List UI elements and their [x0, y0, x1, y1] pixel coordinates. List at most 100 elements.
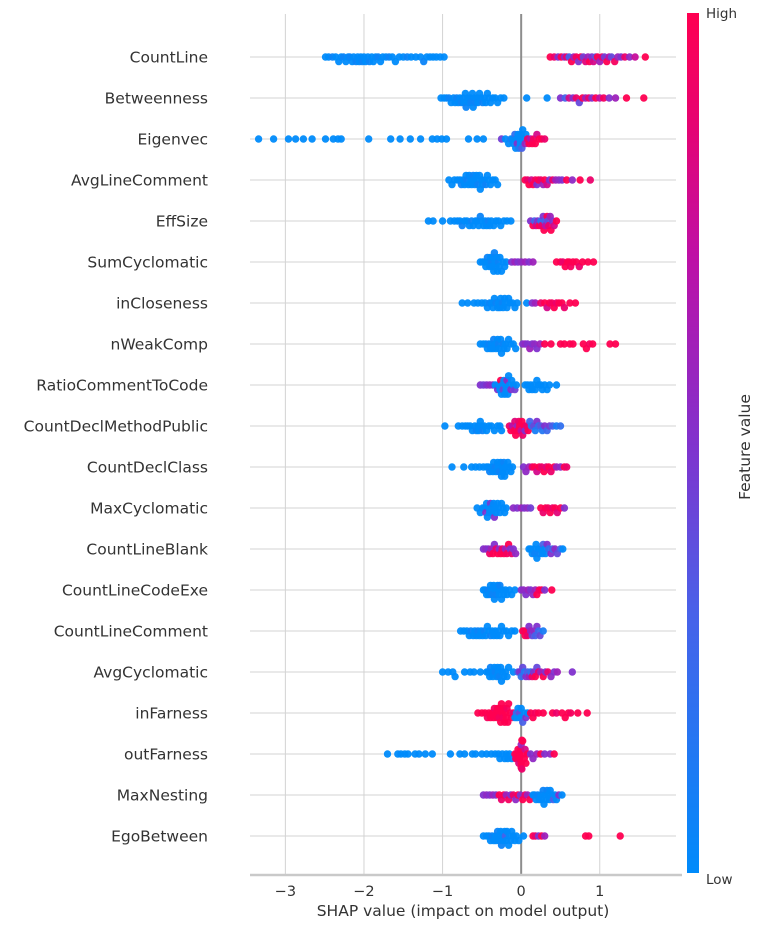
beeswarm-point	[589, 258, 598, 266]
beeswarm-point	[308, 135, 316, 143]
beeswarm-point	[438, 668, 447, 676]
beeswarm-point	[464, 299, 472, 307]
beeswarm-point	[254, 135, 263, 143]
beeswarm-point	[522, 759, 530, 767]
beeswarm-point	[476, 668, 484, 676]
beeswarm-point	[503, 672, 511, 681]
feature-label: Eigenvec	[137, 131, 208, 149]
beeswarm-point	[512, 549, 520, 558]
beeswarm-point	[641, 53, 649, 61]
beeswarm-point	[421, 750, 429, 758]
beeswarm-point	[416, 135, 425, 143]
beeswarm-point	[365, 135, 373, 143]
beeswarm-point	[471, 750, 480, 758]
beeswarm-point	[560, 303, 569, 312]
beeswarm-point	[568, 668, 576, 676]
beeswarm-point	[541, 340, 549, 348]
beeswarm-point	[543, 94, 551, 102]
beeswarm-point	[458, 299, 466, 307]
beeswarm-point	[523, 94, 531, 102]
beeswarm-point	[560, 340, 569, 348]
beeswarm-point	[547, 340, 555, 348]
x-tick-label: −2	[353, 884, 374, 900]
beeswarm-point	[428, 750, 436, 758]
x-tick-label: 0	[517, 884, 526, 900]
beeswarm-point	[470, 668, 478, 676]
feature-label: outFarness	[124, 746, 208, 764]
x-tick-label: −3	[275, 884, 296, 900]
beeswarm-point	[512, 381, 521, 389]
beeswarm-point	[511, 627, 519, 635]
beeswarm-point	[611, 94, 620, 102]
beeswarm-point	[568, 176, 576, 184]
beeswarm-point	[541, 750, 549, 758]
beeswarm-point	[600, 94, 608, 102]
beeswarm-point	[518, 765, 526, 773]
beeswarm-point	[589, 340, 597, 348]
beeswarm-point	[529, 258, 537, 266]
beeswarm-point	[526, 504, 535, 512]
beeswarm-point	[541, 586, 549, 594]
feature-label: CountLineComment	[54, 623, 208, 641]
feature-label: EgoBetween	[111, 828, 208, 846]
beeswarm-point	[464, 135, 473, 143]
beeswarm-point	[539, 709, 547, 717]
feature-label: EffSize	[156, 213, 208, 231]
beeswarm-point	[519, 737, 527, 745]
beeswarm-point	[337, 135, 345, 143]
beeswarm-point	[553, 668, 561, 676]
beeswarm-point	[605, 94, 613, 102]
beeswarm-point	[585, 832, 593, 840]
beeswarm-point	[387, 135, 395, 143]
beeswarm-point	[504, 700, 513, 708]
beeswarm-point	[571, 299, 580, 307]
beeswarm-point	[508, 463, 517, 471]
feature-label: inCloseness	[116, 295, 208, 313]
beeswarm-point	[507, 217, 515, 225]
beeswarm-point	[504, 663, 513, 672]
beeswarm-point	[284, 135, 293, 143]
beeswarm-point	[541, 832, 549, 840]
beeswarm-point	[640, 94, 648, 102]
feature-label: CountLine	[130, 49, 208, 67]
beeswarm-point	[586, 176, 594, 184]
beeswarm-point	[539, 627, 547, 635]
beeswarm-point	[569, 340, 577, 348]
beeswarm-point	[576, 176, 584, 184]
x-tick-label: 1	[595, 884, 604, 900]
beeswarm-point	[519, 832, 528, 840]
beeswarm-point	[511, 586, 519, 594]
beeswarm-point	[493, 180, 502, 189]
beeswarm-point	[584, 258, 592, 266]
feature-label: AvgLineComment	[71, 172, 208, 190]
beeswarm-point	[563, 463, 571, 471]
feature-label: nWeakComp	[111, 336, 209, 354]
beeswarm-point	[440, 53, 448, 61]
colorbar-high-label: High	[706, 6, 738, 22]
beeswarm-point	[500, 94, 508, 102]
colorbar-gradient	[687, 13, 699, 873]
beeswarm-point	[611, 340, 620, 348]
beeswarm-point	[552, 709, 561, 717]
beeswarm-point	[531, 299, 539, 307]
feature-label: CountDeclMethodPublic	[24, 418, 208, 436]
colorbar-low-label: Low	[706, 872, 733, 888]
beeswarm-point	[566, 299, 574, 307]
beeswarm-point	[512, 344, 520, 353]
beeswarm-point	[473, 135, 481, 143]
beeswarm-point	[460, 750, 469, 758]
beeswarm-point	[451, 672, 459, 681]
beeswarm-point	[616, 832, 624, 840]
beeswarm-point	[548, 586, 556, 594]
x-axis-label: SHAP value (impact on model output)	[316, 902, 610, 920]
beeswarm-point	[523, 299, 531, 307]
beeswarm-point	[559, 545, 567, 553]
beeswarm-point	[291, 135, 300, 143]
beeswarm-point	[631, 53, 639, 61]
beeswarm-point	[545, 381, 554, 389]
beeswarm-point	[442, 135, 451, 143]
beeswarm-point	[429, 217, 437, 225]
beeswarm-point	[460, 668, 469, 676]
beeswarm-point	[556, 422, 565, 430]
beeswarm-point	[552, 217, 561, 225]
